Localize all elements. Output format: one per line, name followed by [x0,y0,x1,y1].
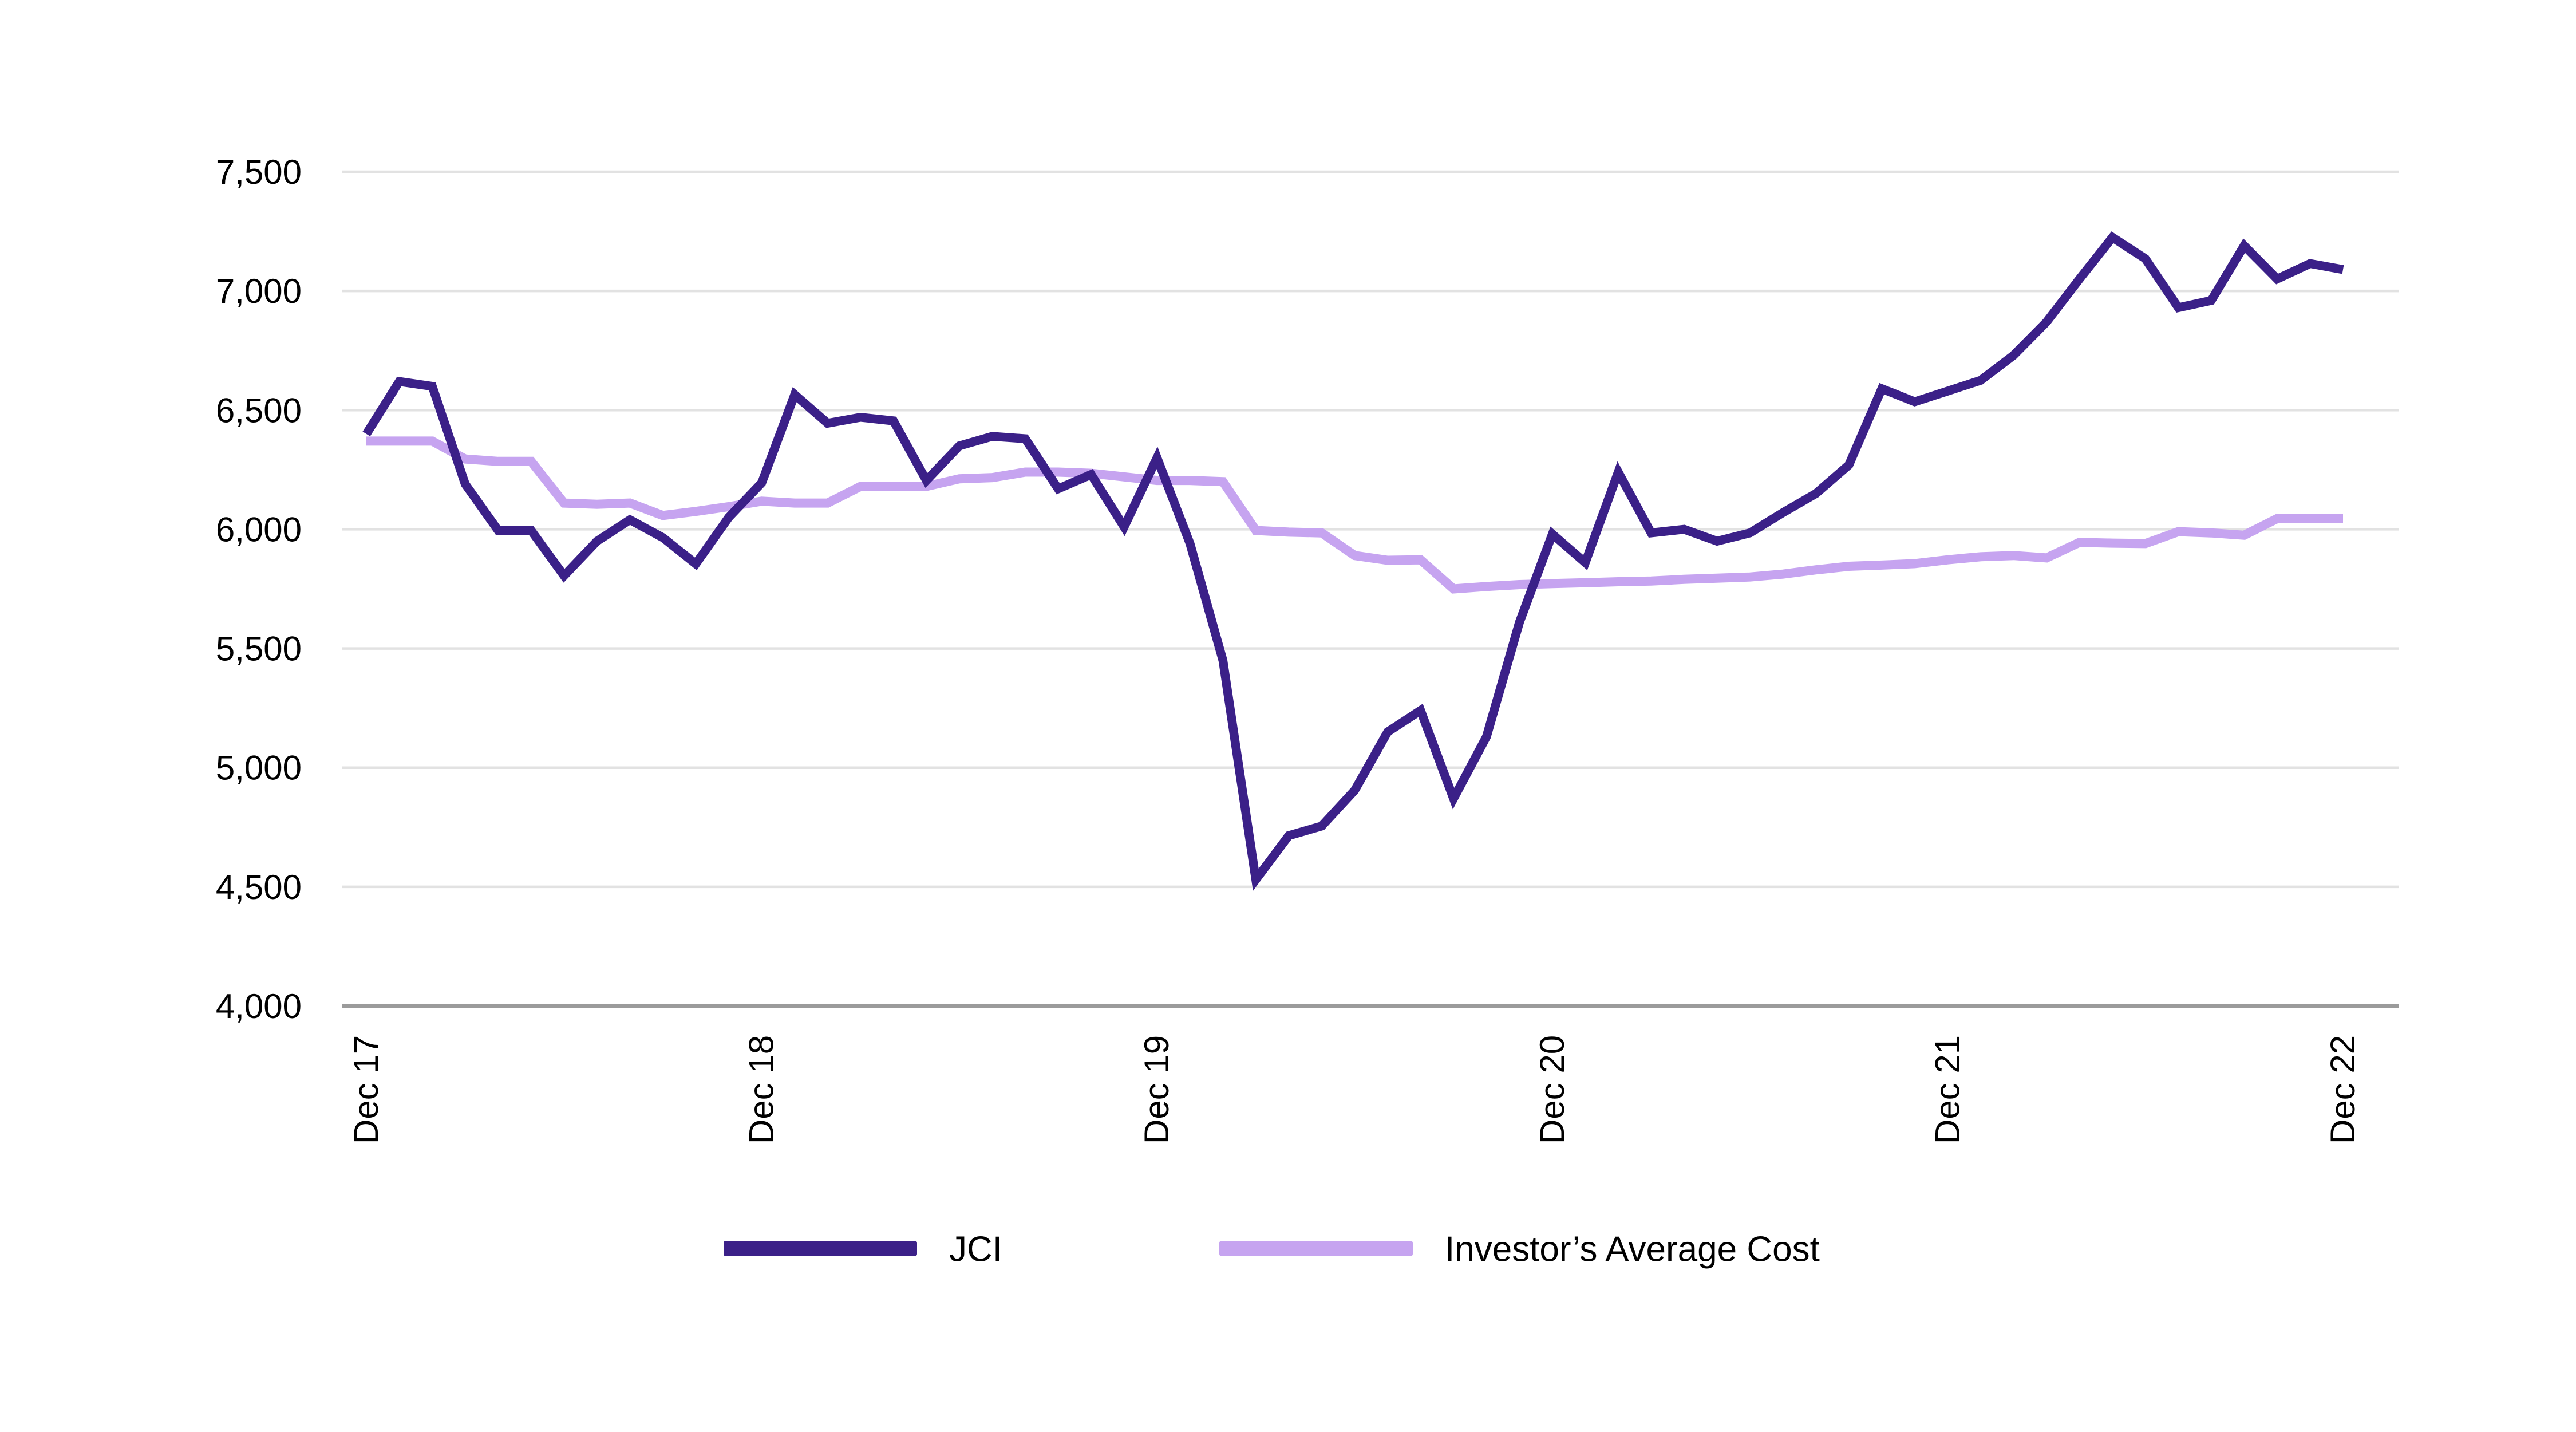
x-tick-label-dec-21: Dec 21 [1928,1035,1966,1144]
x-tick-label-dec-17: Dec 17 [347,1035,385,1144]
x-tick-label-dec-19: Dec 19 [1137,1035,1176,1144]
investor-average-cost-line [366,436,2343,594]
y-tick-label-5,000: 5,000 [216,749,302,787]
gridlines [342,170,2399,1008]
y-tick-label-7,500: 7,500 [216,153,302,191]
legend-label-jci: JCI [949,1230,1002,1269]
y-axis-labels: 4,000 4,500 5,000 5,500 6,000 6,500 7,000 7,500 [216,153,302,1025]
x-tick-label-dec-22: Dec 22 [2324,1035,2362,1144]
jci-line [362,231,2344,891]
x-tick-label-dec-18: Dec 18 [742,1035,781,1144]
legend-swatch-jci [724,1241,917,1256]
x-axis-labels: Dec 17 Dec 18 Dec 19 Dec 20 Dec 21 Dec 22 [347,1035,2362,1144]
legend-label-investor-average-cost: Investor’s Average Cost [1445,1230,1820,1269]
x-tick-label-dec-20: Dec 20 [1533,1035,1571,1144]
y-tick-label-4,000: 4,000 [216,987,302,1025]
series-lines [362,231,2344,891]
y-tick-label-6,500: 6,500 [216,391,302,429]
legend-swatch-investor-average-cost [1219,1241,1413,1256]
y-tick-label-7,000: 7,000 [216,272,302,310]
y-tick-label-4,500: 4,500 [216,868,302,906]
chart-legend: JCI Investor’s Average Cost [724,1230,1820,1269]
y-tick-label-5,500: 5,500 [216,630,302,668]
y-tick-label-6,000: 6,000 [216,510,302,549]
